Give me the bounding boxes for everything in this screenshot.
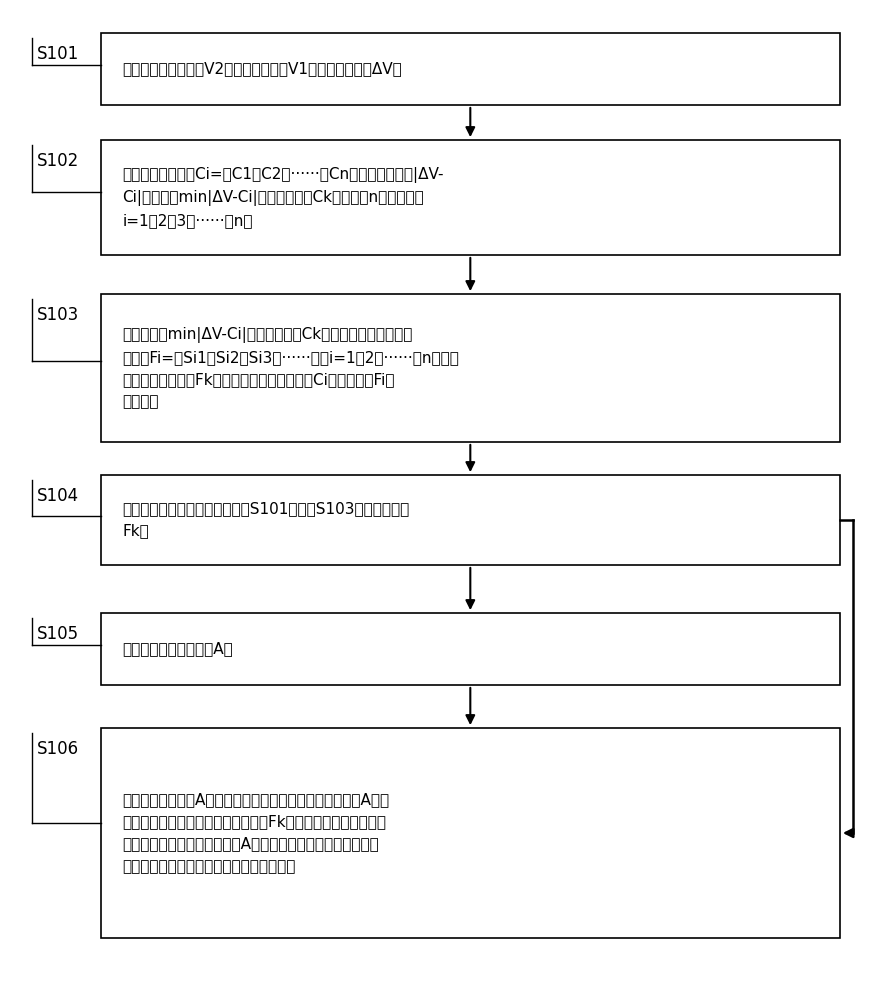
Bar bbox=[101, 33, 840, 105]
Text: 计算农机的实际速度V2与目标巡航速度V1之间的速度差值ΔV。: 计算农机的实际速度V2与目标巡航速度V1之间的速度差值ΔV。 bbox=[123, 62, 402, 77]
Text: 以预设的时间间隔不断通过步骤S101至步骤S103更新规划数组
Fk。: 以预设的时间间隔不断通过步骤S101至步骤S103更新规划数组 Fk。 bbox=[123, 501, 410, 539]
Text: 对于设定的常数组Ci=【C1、C2、······、Cn】，确定计算式|ΔV-
Ci|的最小值min|ΔV-Ci|所对应的元素Ck；其中，n为自然数，
i=1、2: 对于设定的常数组Ci=【C1、C2、······、Cn】，确定计算式|ΔV- C… bbox=[123, 167, 444, 228]
Text: S104: S104 bbox=[37, 487, 79, 505]
Text: S105: S105 bbox=[37, 625, 79, 643]
Text: S106: S106 bbox=[37, 740, 79, 758]
Text: 不断采集农机的加速度A。: 不断采集农机的加速度A。 bbox=[123, 642, 234, 656]
Text: S101: S101 bbox=[37, 45, 79, 63]
Bar bbox=[101, 294, 840, 442]
Text: 判断农机的加速度A是否超过加速度阈值；当农机的加速度A不超
过加速度阈值时，依次使用规划数组Fk中的数据元素生成第一控
制信号输出；当农机的加速度A超过加速度阈: 判断农机的加速度A是否超过加速度阈值；当农机的加速度A不超 过加速度阈值时，依次… bbox=[123, 792, 389, 874]
Text: 根据最小值min|ΔV-Ci|所对应的元素Ck，在多个预先设定的规
划数组Fi=【Si1、Si2、Si3、······】（i=1、2、······、n）中选
择: 根据最小值min|ΔV-Ci|所对应的元素Ck，在多个预先设定的规 划数组Fi=… bbox=[123, 327, 459, 409]
Text: S103: S103 bbox=[37, 306, 79, 324]
Bar bbox=[101, 728, 840, 938]
Text: S102: S102 bbox=[37, 152, 79, 170]
Bar bbox=[101, 140, 840, 255]
Bar bbox=[101, 613, 840, 685]
Bar bbox=[101, 475, 840, 565]
